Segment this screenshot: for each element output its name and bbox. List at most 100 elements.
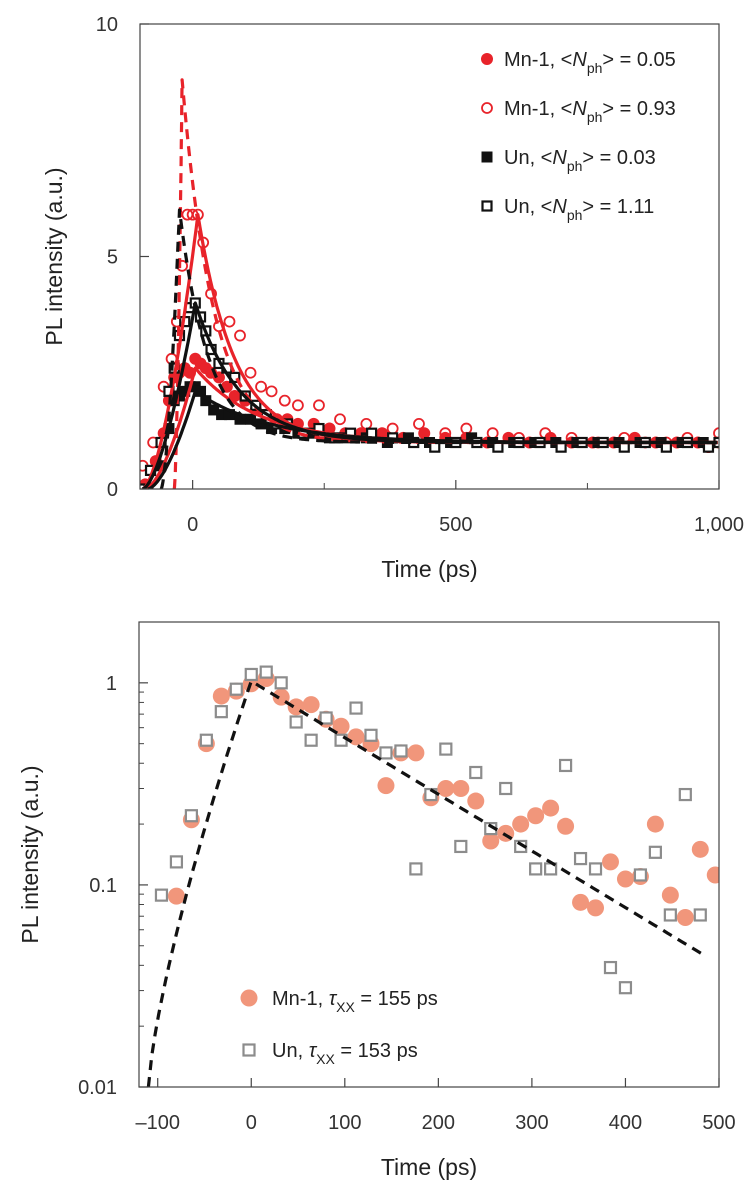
x-tick-label: 500 (439, 514, 472, 536)
data-point (360, 417, 373, 430)
legend-marker (481, 151, 493, 163)
fit-line-dashed (146, 679, 706, 1087)
data-point (512, 815, 530, 833)
data-point (265, 385, 278, 398)
data-point (334, 413, 346, 426)
data-point (482, 832, 500, 850)
data-point (713, 427, 719, 440)
data-point (208, 404, 220, 416)
data-point (244, 366, 257, 379)
data-point (693, 908, 707, 922)
legend-marker (242, 1043, 256, 1057)
data-point (469, 765, 483, 780)
data-point (706, 866, 719, 884)
data-point (648, 845, 662, 859)
data-point (234, 329, 246, 342)
data-point (572, 893, 590, 911)
legend-label: Mn-1, <Nph> = 0.93 (504, 98, 676, 125)
data-point (278, 394, 291, 407)
data-point (407, 744, 425, 762)
y-axis-label: PL intensity (a.u.) (41, 167, 67, 345)
data-point (618, 981, 633, 995)
legend-label: Mn-1, τXX = 155 ps (272, 988, 438, 1015)
data-point (255, 418, 267, 430)
data-point (184, 809, 198, 823)
data-point (557, 817, 575, 835)
data-point (678, 787, 692, 802)
data-point (259, 665, 273, 679)
data-point (223, 409, 235, 421)
legend-label: Mn-1, <Nph> = 0.05 (504, 49, 676, 76)
x-tick-label: 500 (702, 1112, 735, 1134)
data-point (676, 908, 694, 926)
data-point (633, 868, 648, 882)
data-point (661, 886, 679, 904)
legend-label: Un, τXX = 153 ps (272, 1040, 418, 1067)
data-point (167, 887, 185, 905)
data-point (195, 385, 207, 397)
x-tick-label: 1,000 (694, 514, 744, 536)
data-point (558, 758, 573, 773)
data-point (454, 839, 468, 854)
data-point (289, 715, 303, 729)
data-point (323, 422, 336, 435)
y-tick-label: 0 (107, 479, 118, 501)
data-point (229, 682, 243, 696)
x-tick-label: 400 (609, 1112, 642, 1134)
data-point (140, 483, 146, 489)
x-tick-label: 300 (515, 1112, 548, 1134)
data-point (588, 862, 603, 876)
x-tick-label: –100 (135, 1112, 180, 1134)
legend-marker (481, 200, 493, 212)
data-point (413, 417, 425, 430)
data-point (486, 427, 499, 440)
data-point (573, 851, 588, 866)
data-point (332, 717, 350, 735)
x-axis-label: Time (ps) (381, 1154, 477, 1180)
y-tick-label: 0.01 (78, 1077, 117, 1099)
y-tick-label: 0.1 (89, 875, 117, 897)
data-point (169, 855, 184, 869)
data-point (200, 395, 212, 407)
data-point (601, 853, 619, 871)
data-point (418, 427, 431, 440)
data-point (212, 687, 230, 705)
data-point (499, 781, 513, 796)
data-point (603, 960, 618, 975)
data-point (379, 746, 393, 760)
x-axis-label: Time (ps) (381, 556, 477, 582)
x-tick-label: 0 (187, 514, 198, 536)
data-point (154, 888, 169, 902)
legend-marker (481, 102, 493, 114)
x-tick-label: 100 (328, 1112, 361, 1134)
x-tick-label: 200 (422, 1112, 455, 1134)
data-point (292, 399, 304, 412)
data-point (319, 711, 333, 725)
plot-area (146, 665, 719, 1087)
data-point (437, 779, 455, 797)
series-circle-open (140, 208, 719, 472)
data-point (452, 779, 470, 797)
top-chart-panel: 0 500 1,000 0 5 10 Time (ps) PL intensity (a.u.… (41, 14, 744, 582)
data-point (155, 460, 167, 472)
data-point (377, 777, 395, 795)
plot-area (140, 78, 719, 489)
data-point (313, 399, 325, 412)
data-point (234, 413, 246, 425)
data-point (364, 728, 378, 742)
legend-label: Un, <Nph> = 0.03 (504, 147, 656, 174)
y-axis-label: PL intensity (a.u.) (17, 765, 43, 943)
data-point (616, 870, 634, 888)
data-point (255, 380, 267, 393)
data-point (347, 728, 365, 746)
data-point (349, 701, 363, 715)
y-tick-label: 5 (107, 247, 118, 269)
data-point (646, 815, 664, 833)
plot-frame (138, 621, 720, 1088)
data-point (386, 422, 399, 435)
data-point (244, 667, 258, 682)
data-point (663, 908, 677, 922)
data-point (439, 742, 453, 756)
data-point (529, 862, 543, 876)
